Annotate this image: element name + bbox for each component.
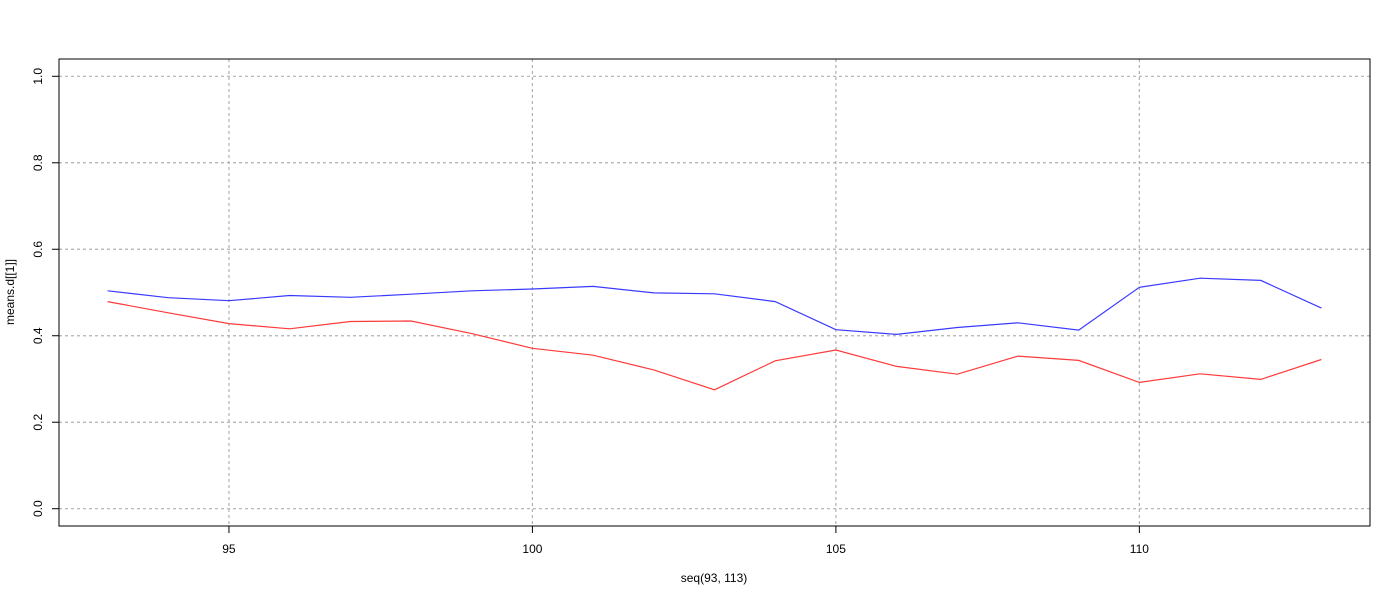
y-tick-label: 0.6 (31, 241, 45, 258)
series-layer (107, 277, 1322, 391)
y-axis-title: means.d[[1]] (3, 259, 17, 325)
y-tick-label: 0.8 (31, 154, 45, 171)
y-tick-label: 0.2 (31, 414, 45, 431)
grid (59, 59, 1370, 526)
y-tick-label: 0.4 (31, 327, 45, 344)
y-tick-label: 1.0 (31, 68, 45, 85)
x-tick-label: 105 (826, 542, 846, 556)
y-tick-label: 0.0 (31, 500, 45, 517)
red-series-line (107, 301, 1322, 391)
plot-frame (58, 58, 1371, 527)
axes: 95 100 105 110 0.0 0.2 0.4 0.6 0.8 1.0 (31, 68, 1149, 556)
x-axis-title: seq(93, 113) (681, 571, 748, 585)
x-tick-label: 100 (522, 542, 542, 556)
x-tick-label: 95 (222, 542, 236, 556)
blue-series-line (107, 277, 1322, 336)
x-tick-label: 110 (1130, 542, 1149, 556)
